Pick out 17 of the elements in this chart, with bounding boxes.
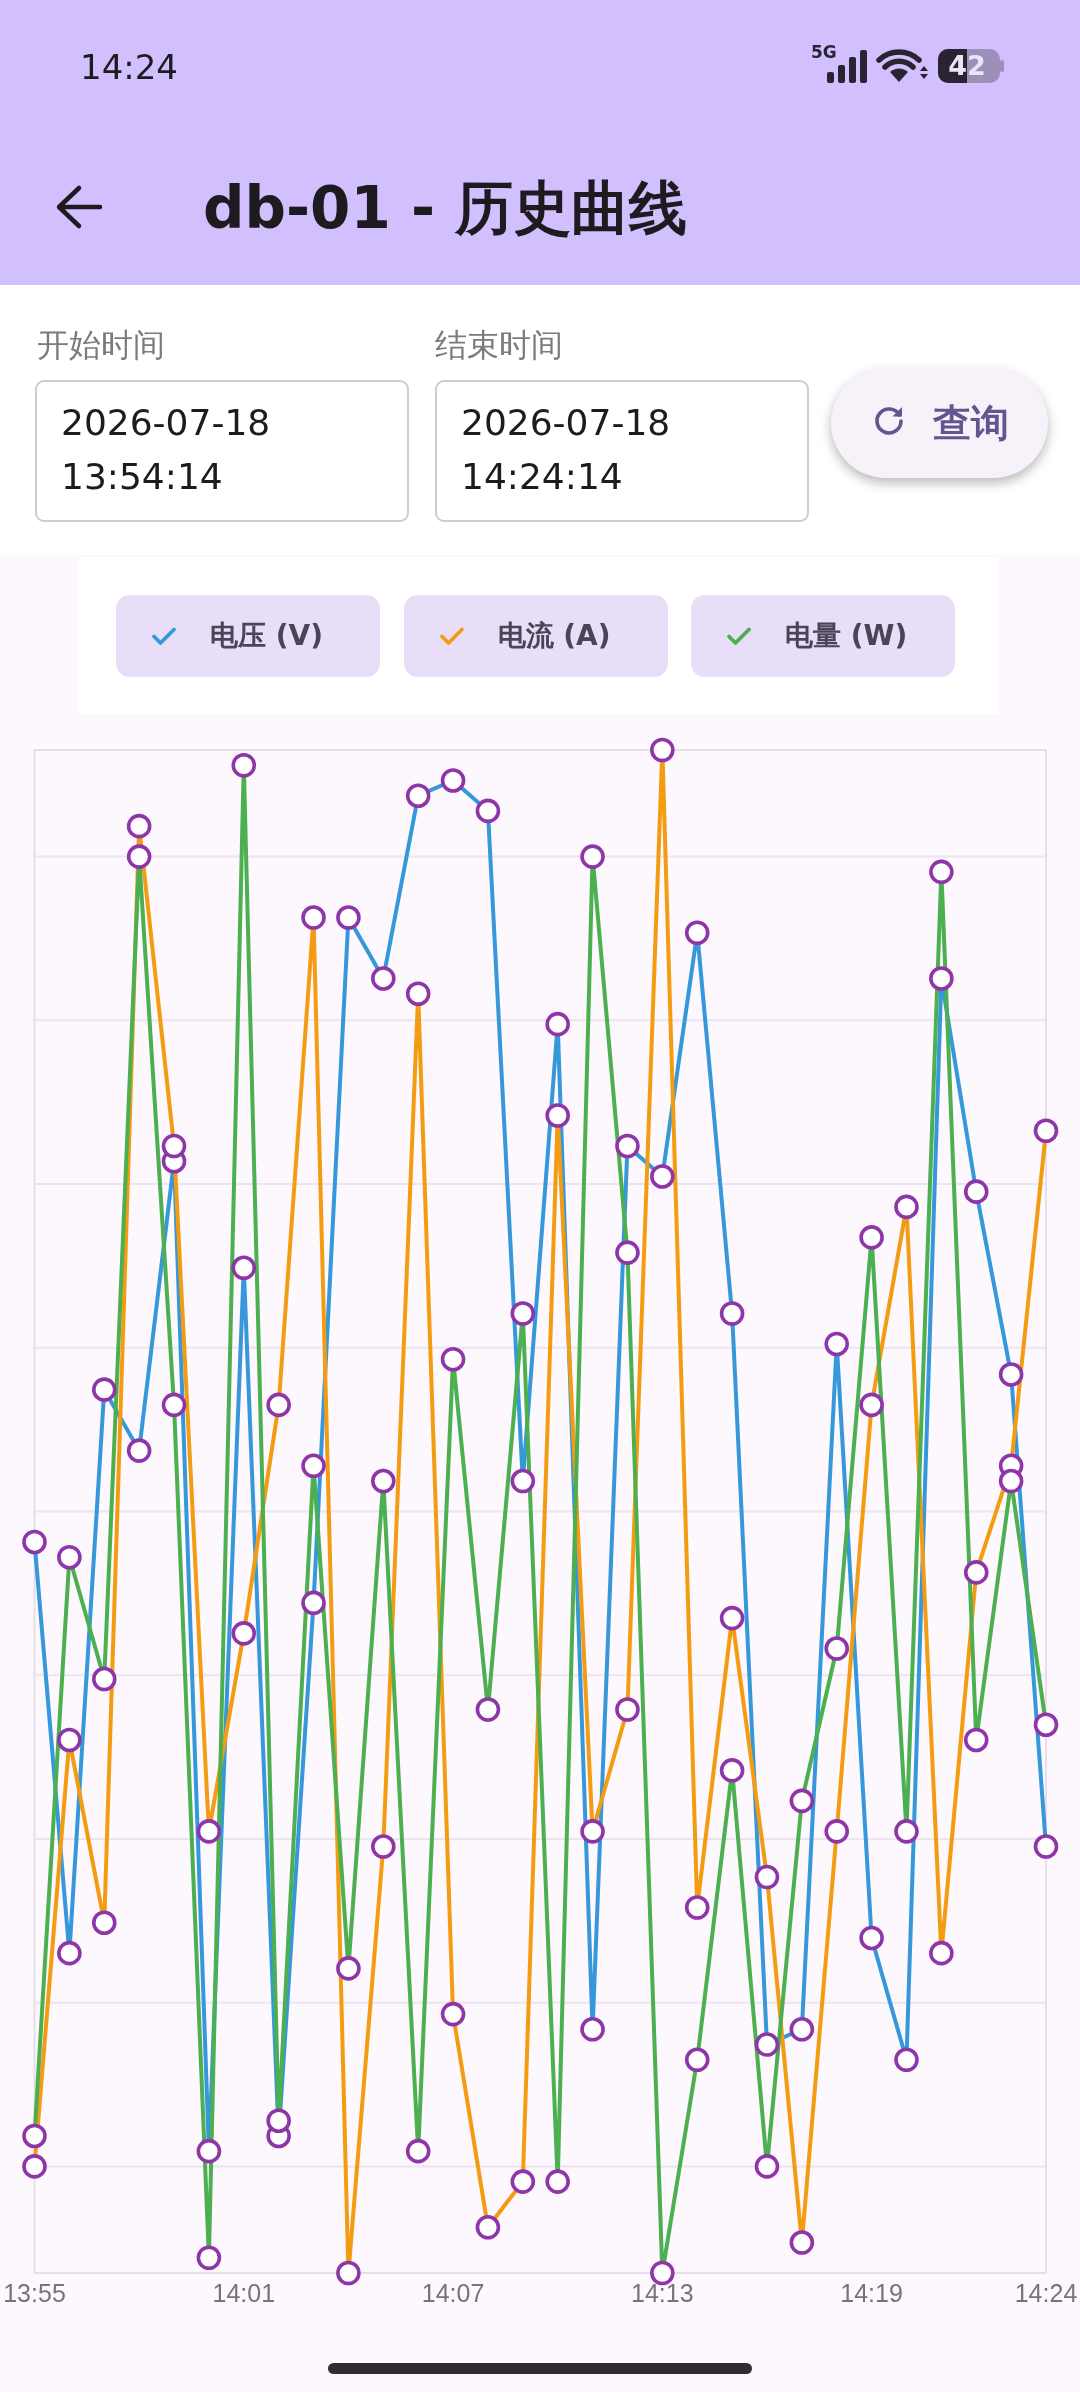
text: 结束时间	[435, 326, 563, 364]
x-tick-label: 14:24	[1014, 2279, 1078, 2307]
legend-label: 电压 (V)	[210, 618, 324, 654]
legend-label: 电流 (A)	[497, 618, 611, 654]
x-tick-label: 14:01	[212, 2279, 276, 2307]
legend-label: 电量 (W)	[785, 618, 908, 654]
chart-title: db-01 - 历史曲线	[203, 174, 688, 242]
x-tick-label: 14:13	[631, 2279, 694, 2307]
text: 2026-07-18 14:24:14	[461, 401, 672, 499]
x-tick-label: 14:19	[840, 2279, 903, 2307]
text: 查询	[933, 401, 1009, 445]
text: 5G	[811, 42, 837, 62]
x-tick-label: 14:07	[421, 2279, 485, 2307]
text: 开始时间	[37, 326, 165, 364]
text: 2026-07-18 13:54:14	[61, 401, 272, 499]
text: 14:24	[80, 47, 178, 87]
x-tick-label: 13:55	[3, 2279, 66, 2307]
